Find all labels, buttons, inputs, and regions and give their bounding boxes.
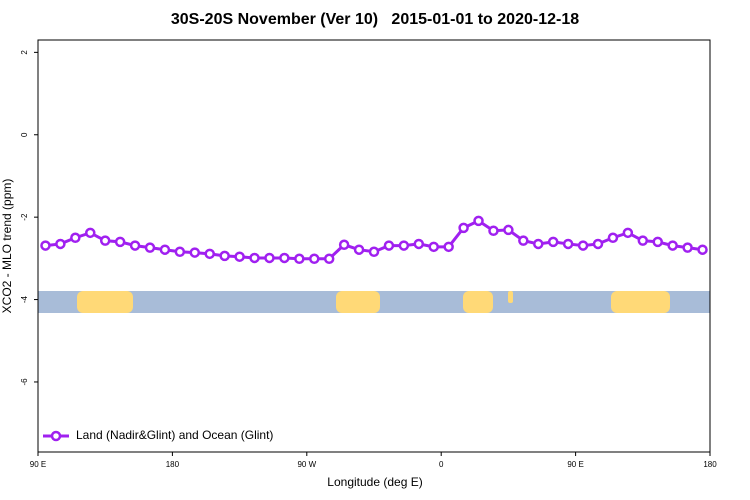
point	[129, 240, 141, 251]
x-tick-label: 180	[166, 460, 180, 469]
land	[336, 291, 380, 313]
point	[40, 240, 51, 251]
point	[697, 244, 708, 255]
point	[547, 236, 559, 248]
point	[488, 225, 499, 237]
land-ocean-map	[38, 291, 710, 313]
point	[189, 247, 201, 258]
point	[518, 235, 529, 246]
point	[428, 241, 439, 253]
point	[264, 252, 275, 264]
point	[353, 244, 365, 255]
point	[338, 239, 350, 251]
point	[323, 253, 335, 265]
x-tick-label: 90 E	[567, 460, 583, 469]
point	[249, 252, 260, 264]
point	[294, 253, 305, 265]
point	[114, 236, 126, 248]
point	[592, 238, 604, 250]
land	[611, 291, 670, 313]
x-tick-label: 90 W	[297, 460, 316, 469]
point	[562, 238, 574, 250]
point	[443, 241, 454, 253]
point	[279, 252, 290, 264]
point	[667, 240, 678, 251]
x-axis-label: Longitude (deg E)	[327, 475, 422, 489]
point	[99, 235, 111, 246]
point	[219, 250, 230, 262]
point	[503, 224, 514, 236]
point	[144, 242, 156, 253]
point	[159, 244, 171, 255]
y-tick-label: -4	[20, 295, 29, 303]
x-tick-label: 180	[703, 460, 717, 469]
point	[368, 246, 380, 258]
point	[70, 232, 81, 244]
land	[77, 291, 133, 313]
chart-title: 30S-20S November (Ver 10) 2015-01-01 to …	[171, 11, 579, 28]
point	[473, 215, 484, 227]
point	[383, 240, 395, 251]
point	[309, 253, 320, 265]
y-axis-label: XCO2 - MLO trend (ppm)	[0, 179, 14, 314]
point	[458, 222, 469, 234]
y-tick-label: 2	[20, 50, 29, 55]
y-tick-label: 0	[20, 132, 29, 137]
y-tick-label: -6	[20, 378, 29, 386]
point	[55, 238, 66, 250]
point	[533, 238, 544, 250]
land	[463, 291, 493, 313]
x-tick-label: 90 E	[30, 460, 46, 469]
point	[204, 248, 215, 260]
point	[413, 238, 425, 250]
x-tick-label: 0	[439, 460, 444, 469]
legend-label: Land (Nadir&Glint) and Ocean (Glint)	[76, 428, 273, 442]
point	[682, 242, 693, 253]
y-tick-label: -2	[20, 213, 29, 221]
point	[607, 232, 619, 244]
point	[652, 236, 663, 248]
point	[174, 246, 186, 258]
land	[508, 291, 513, 303]
point	[85, 227, 96, 239]
legend-marker	[50, 430, 62, 442]
point	[398, 240, 410, 251]
point	[234, 251, 245, 262]
point	[637, 235, 649, 246]
plot-frame	[37, 39, 711, 453]
point	[622, 227, 634, 239]
point	[577, 240, 589, 251]
